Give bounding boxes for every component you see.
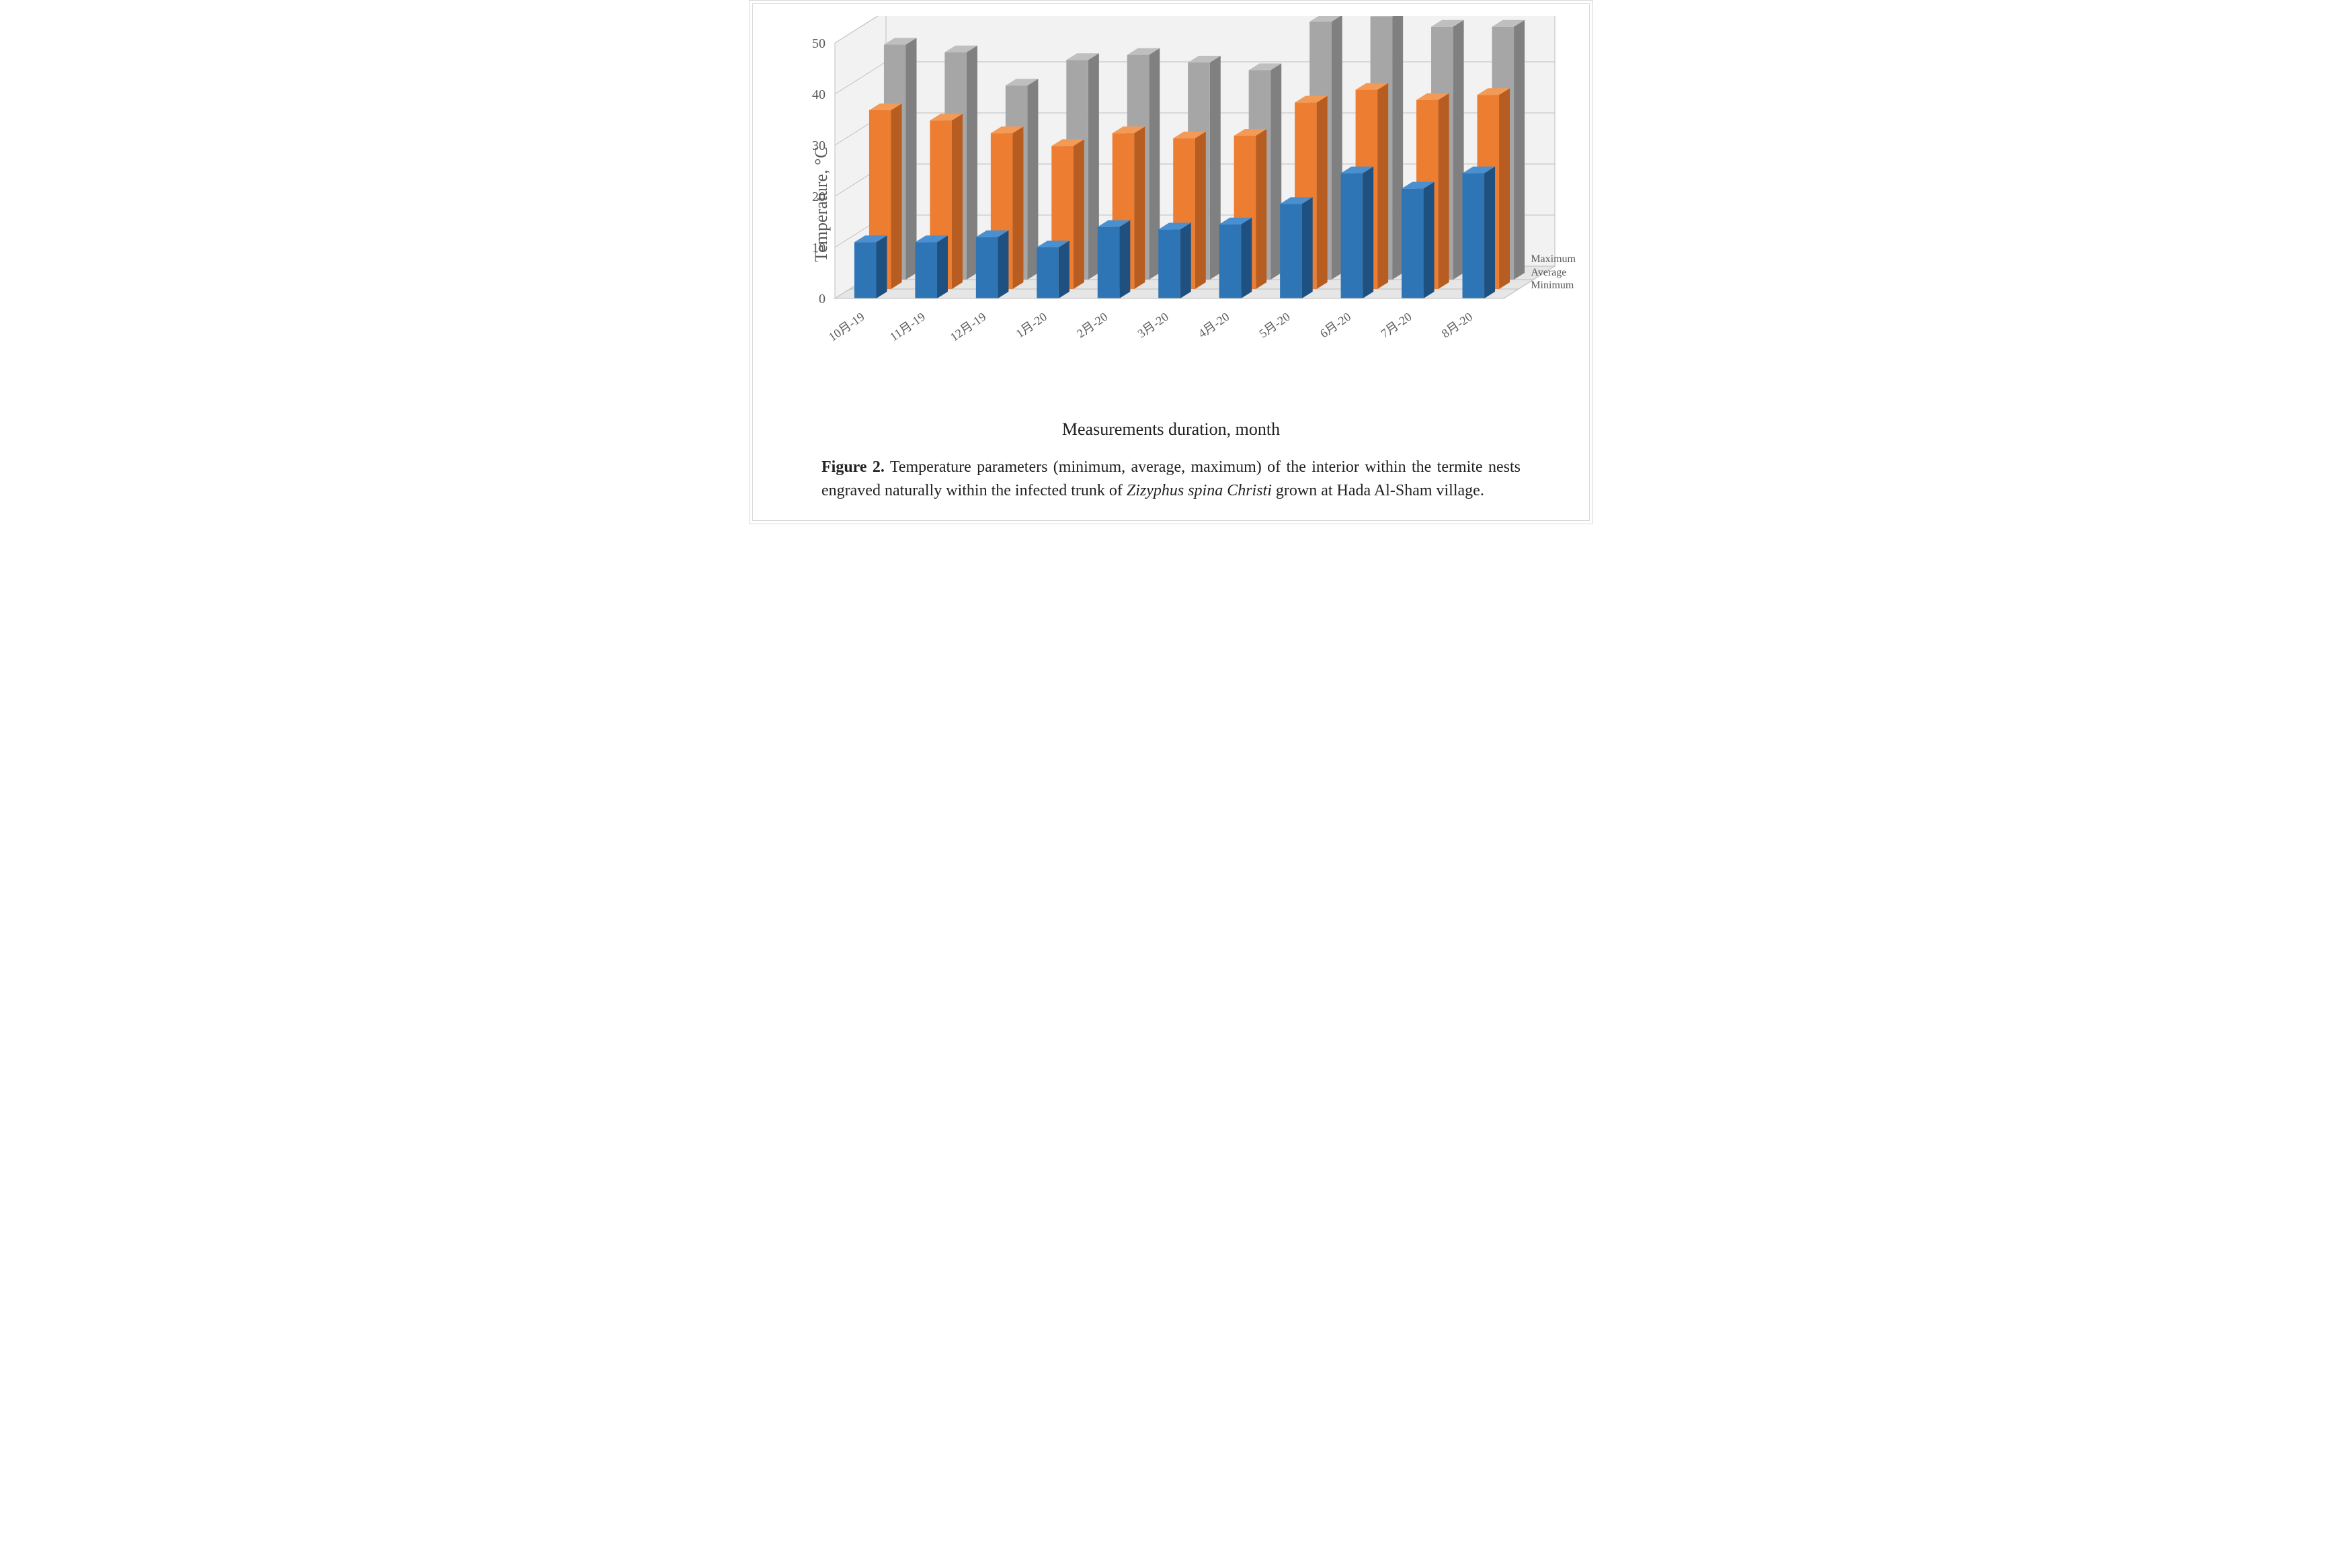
y-tick-label: 50 bbox=[812, 36, 825, 51]
bar-minimum bbox=[1037, 247, 1059, 298]
bar-minimum bbox=[1341, 173, 1363, 298]
y-tick-label: 0 bbox=[819, 292, 825, 306]
bar-minimum bbox=[1158, 229, 1180, 298]
bar-minimum bbox=[915, 242, 937, 298]
depth-label-minimum: Minimum bbox=[1531, 279, 1576, 292]
x-tick-label: 3月-20 bbox=[1135, 310, 1171, 341]
caption-prefix: Figure 2. bbox=[821, 458, 885, 476]
x-tick-label: 10月-19 bbox=[826, 310, 867, 344]
x-tick-label: 4月-20 bbox=[1196, 310, 1231, 341]
bar-chart-3d: 0102030405010月-1911月-1912月-191月-202月-203… bbox=[768, 16, 1574, 393]
y-axis-label: Temperature, °C bbox=[811, 147, 832, 262]
x-tick-label: 6月-20 bbox=[1318, 310, 1353, 341]
depth-axis-labels: Maximum Average Minimum bbox=[1531, 253, 1576, 292]
x-tick-label: 7月-20 bbox=[1378, 310, 1414, 341]
bar-minimum bbox=[976, 237, 998, 298]
caption-text-post: grown at Hada Al-Sham village. bbox=[1272, 482, 1484, 499]
chart-frame: Temperature, °C 0102030405010月-1911月-191… bbox=[752, 3, 1590, 521]
figure-caption: Figure 2. Temperature parameters (minimu… bbox=[821, 456, 1521, 503]
x-tick-label: 2月-20 bbox=[1074, 310, 1110, 341]
depth-label-maximum: Maximum bbox=[1531, 253, 1576, 265]
chart-canvas: Temperature, °C 0102030405010月-1911月-191… bbox=[768, 16, 1574, 393]
bar-minimum bbox=[1219, 224, 1242, 298]
caption-italic: Zizyphus spina Christi bbox=[1127, 482, 1272, 499]
bar-minimum bbox=[1280, 204, 1302, 298]
x-tick-label: 1月-20 bbox=[1014, 310, 1049, 341]
bar-minimum bbox=[1402, 189, 1424, 298]
x-tick-label: 8月-20 bbox=[1439, 310, 1475, 341]
x-tick-label: 11月-19 bbox=[887, 310, 928, 343]
x-axis-label: Measurements duration, month bbox=[761, 419, 1581, 440]
bar-minimum bbox=[1462, 173, 1484, 298]
bar-minimum bbox=[854, 242, 877, 298]
x-tick-label: 5月-20 bbox=[1256, 310, 1292, 341]
y-tick-label: 40 bbox=[812, 87, 825, 102]
figure-outer-frame: Temperature, °C 0102030405010月-1911月-191… bbox=[749, 0, 1593, 524]
x-tick-label: 12月-19 bbox=[948, 310, 989, 344]
bar-minimum bbox=[1098, 227, 1120, 298]
depth-label-average: Average bbox=[1531, 266, 1576, 279]
